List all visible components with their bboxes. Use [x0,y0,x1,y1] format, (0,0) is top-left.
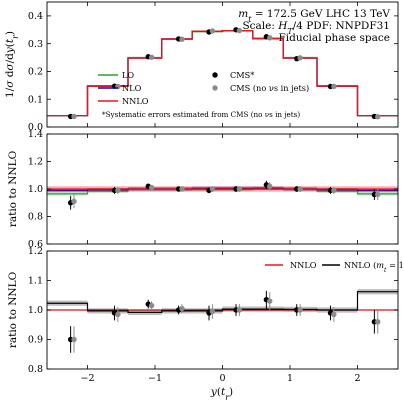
data-point [297,307,303,313]
data-point [148,54,155,60]
legend-cms-no-nu-marker [212,85,218,91]
middle-ratio-panel: 0.6 0.8 1.0 1.2 1.4 ratio to NNLO [7,129,399,250]
legend-nlo-label: NLO [122,83,142,93]
data-point [236,186,243,192]
y-tick-label: 1.2 [28,157,43,168]
legend-cms-label: CMS* [230,70,254,80]
data-point [209,186,216,192]
data-point [209,28,216,34]
annotation-scale: Scale: HT/4 PDF: NNPDF31 [242,20,390,36]
band-nnlo [47,186,398,192]
legend: LO NLO NNLO CMS* CMS (no νs in jets) *Systema… [98,70,309,119]
data-point [71,336,77,343]
y-tick-label: 0.9 [28,335,43,346]
data-point [179,305,185,312]
legend-footnote: *Systematic errors estimated from CMS (n… [102,110,300,119]
cms-points [67,180,378,210]
x-tick-label: −1 [148,373,162,384]
band-nnlo-m-t-171-5-gev- [47,289,398,316]
y-tick-label: 0.1 [28,94,43,105]
y-axis-label: ratio to NNLO [7,150,19,227]
plot-area [47,289,398,353]
data-point [71,198,77,205]
data-point [148,302,155,309]
data-point [375,191,381,198]
legend-nnlo-label: NNLO [290,260,317,270]
data-point [267,298,273,304]
x-tick-label: 1 [287,373,293,384]
y-tick-label: 1.2 [28,246,43,257]
data-point [179,36,185,42]
data-point [297,186,303,192]
cms-points [67,290,378,353]
data-point [297,55,303,61]
legend-cms-marker [212,72,218,78]
y-tick-label: 0.4 [28,11,43,22]
data-point [375,319,381,325]
legend-bottom: NNLO NNLO (mt = 171.5 GeV) [265,260,404,274]
data-point [71,113,77,120]
y-tick-label: 0.8 [28,364,43,375]
data-point [331,83,337,90]
data-point [236,27,243,34]
legend-nnlo-label: NNLO [122,96,149,106]
data-point [115,187,121,194]
annotation-phase-space: Fiducial phase space [279,32,390,44]
data-point [236,307,243,313]
cms-no-nu-points [71,292,381,353]
legend-lo-label: LO [122,70,134,80]
y-tick-label: 1.0 [28,184,43,195]
top-panel: 0.0 0.1 0.2 0.3 0.4 1/σ dσ/dy(tr) mt = 172.5 G… [4,1,399,133]
data-point [148,184,155,191]
data-point [179,186,185,192]
y-tick-label: 0.8 [28,212,43,223]
annotation-mass: mt = 172.5 GeV LHC 13 TeV [238,8,390,24]
cms-no-nu-points [71,27,381,120]
data-point [331,187,337,194]
plot-area [47,27,398,120]
y-tick-label: 1.0 [28,305,43,316]
y-axis-label: ratio to NNLO [7,271,19,348]
data-point [115,311,121,318]
y-tick-label: 1.1 [28,276,43,287]
data-point [331,311,337,318]
plot-area [47,180,398,210]
legend-cms-no-nu-label: CMS (no νs in jets) [230,83,309,93]
y-tick-label: 0.2 [28,67,43,78]
y-tick-label: 0.6 [28,239,43,250]
y-axis-label: 1/σ dσ/dy(tr) [4,31,20,98]
x-axis-label: y(tr) [210,386,233,400]
y-tick-label: 1.4 [28,129,43,140]
legend-nnlo-171-label: NNLO (mt = 171.5 GeV) [344,260,404,274]
data-point [267,35,273,41]
y-tick-label: 0.0 [28,122,43,133]
x-tick-label: 2 [354,373,360,384]
data-point [209,308,216,315]
x-tick-label: −2 [80,373,94,384]
bottom-ratio-panel: 0.8 0.9 1.0 1.1 1.2 ratio to NNLO NNLO NNLO (mt… [7,246,404,400]
cms-no-nu-points [71,182,381,209]
data-point [375,114,381,120]
band-line [47,291,398,313]
series-nnlo-line [47,29,398,117]
x-tick-label: 0 [219,373,225,384]
y-tick-label: 0.3 [28,39,43,50]
data-point [267,183,273,189]
